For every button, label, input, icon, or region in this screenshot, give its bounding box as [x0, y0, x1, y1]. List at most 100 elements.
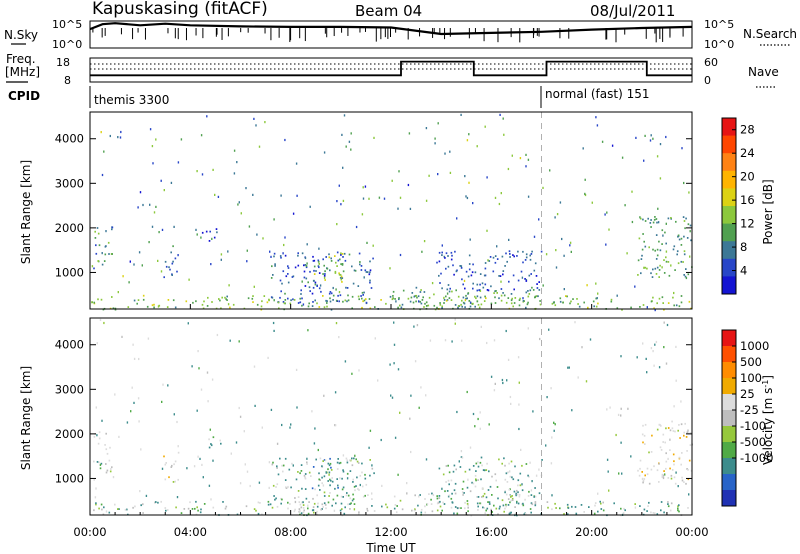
range-cell — [644, 266, 647, 269]
range-cell — [511, 476, 513, 479]
range-cell — [361, 471, 363, 474]
range-cell — [528, 490, 530, 493]
range-cell — [247, 297, 250, 300]
range-cell — [525, 165, 527, 168]
range-cell — [285, 486, 287, 489]
range-cell — [321, 466, 324, 468]
range-cell — [604, 213, 606, 216]
range-cell — [276, 505, 279, 508]
range-cell — [450, 251, 453, 254]
range-cell — [359, 483, 361, 487]
range-cell — [183, 508, 186, 510]
range-cell — [313, 269, 315, 272]
range-cell — [324, 459, 327, 462]
range-cell — [349, 503, 351, 505]
range-cell — [420, 289, 422, 291]
range-cell — [323, 502, 326, 505]
range-cell — [312, 506, 315, 508]
range-cell — [177, 445, 179, 448]
beam-label: Beam 04 — [355, 2, 422, 20]
range-cell — [174, 480, 176, 483]
range-cell — [325, 256, 327, 258]
range-cell — [362, 197, 365, 200]
range-cell — [655, 273, 658, 275]
range-cell — [587, 306, 589, 309]
range-cell — [163, 455, 165, 458]
range-cell — [117, 508, 119, 510]
range-cell — [105, 432, 107, 435]
range-cell — [160, 270, 163, 273]
range-cell — [394, 436, 397, 439]
range-cell — [153, 211, 156, 214]
range-cell — [421, 299, 424, 301]
range-cell — [461, 339, 463, 342]
range-cell — [153, 306, 155, 309]
range-cell — [449, 150, 451, 153]
range-cell — [195, 300, 197, 303]
range-cell — [551, 302, 554, 305]
range-cell — [502, 504, 505, 507]
range-cell — [503, 133, 505, 136]
range-cell — [517, 250, 519, 253]
range-cell — [525, 256, 528, 259]
range-cell — [460, 113, 462, 116]
range-cell — [428, 174, 430, 177]
range-cell — [359, 261, 361, 263]
range-cell — [651, 276, 654, 278]
range-cell — [297, 471, 299, 473]
range-cell — [313, 265, 316, 268]
range-cell — [425, 394, 427, 397]
range-cell — [496, 245, 498, 248]
range-cell — [420, 508, 423, 511]
range-cell — [99, 318, 102, 321]
range-cell — [529, 508, 532, 510]
range-cell — [551, 508, 553, 511]
range-cell — [311, 305, 314, 307]
range-cell — [386, 506, 389, 509]
range-cell — [555, 507, 557, 509]
range-cell — [316, 494, 318, 497]
range-cell — [567, 366, 569, 369]
range-cell — [176, 420, 178, 424]
range-cell — [652, 268, 654, 271]
range-cell — [315, 458, 317, 461]
range-cell — [316, 302, 318, 305]
range-cell — [201, 173, 204, 176]
range-cell — [281, 423, 283, 427]
range-cell — [467, 510, 469, 513]
range-cell — [680, 423, 683, 426]
range-cell — [161, 467, 164, 470]
colorbar-swatch — [722, 241, 736, 260]
range-cell — [461, 456, 464, 459]
range-cell — [518, 494, 521, 496]
range-cell — [498, 297, 500, 300]
range-cell — [252, 193, 254, 196]
range-cell — [593, 305, 595, 308]
range-cell — [546, 501, 549, 503]
range-cell — [431, 510, 434, 513]
range-cell — [406, 492, 408, 495]
range-cell — [485, 469, 488, 471]
range-cell — [373, 136, 375, 139]
colorbar-tick-label: 1000 — [740, 339, 769, 353]
range-cell — [226, 299, 228, 301]
range-cell — [349, 497, 352, 500]
range-cell — [320, 290, 322, 293]
range-cell — [133, 299, 136, 302]
range-cell — [321, 476, 323, 479]
range-cell — [662, 433, 665, 436]
range-cell — [432, 493, 435, 497]
range-cell — [533, 269, 536, 272]
range-cell — [663, 259, 665, 261]
range-cell — [527, 495, 530, 497]
range-cell — [196, 170, 198, 173]
range-cell — [342, 470, 345, 473]
range-cell — [323, 264, 325, 267]
range-cell — [513, 288, 515, 291]
range-cell — [337, 259, 340, 262]
range-cell — [235, 441, 238, 444]
range-cell — [219, 299, 221, 302]
range-cell — [398, 298, 400, 301]
range-cell — [411, 292, 414, 294]
range-cell — [677, 429, 679, 432]
